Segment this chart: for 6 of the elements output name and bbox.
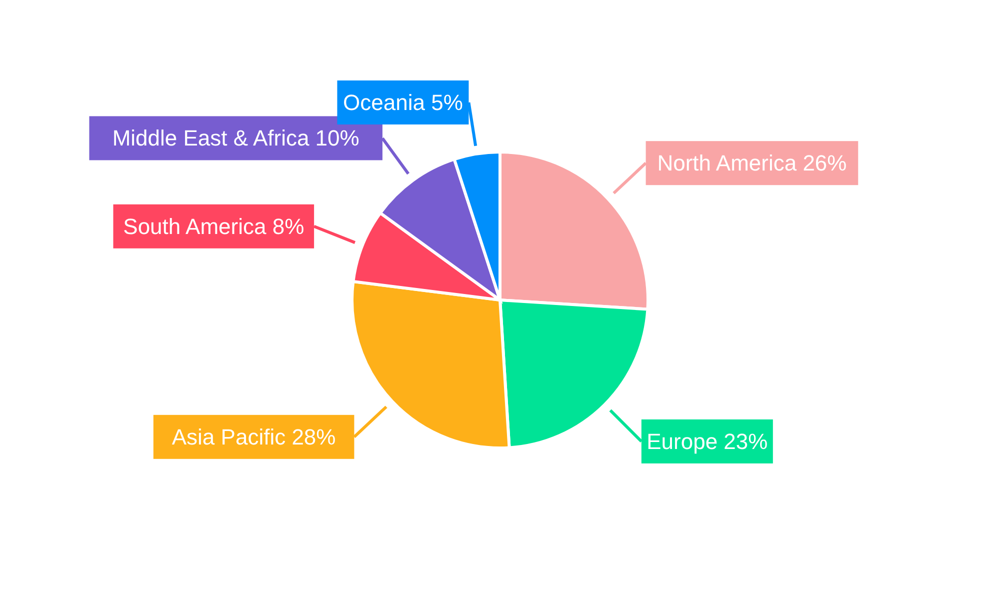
slice-label: Asia Pacific 28% <box>172 424 336 450</box>
slice-label: South America 8% <box>123 214 304 239</box>
slice-label: Middle East & Africa 10% <box>112 126 360 151</box>
slice-label: Europe 23% <box>646 428 768 454</box>
slice-label: Oceania 5% <box>343 90 463 115</box>
slice-label: North America 26% <box>657 150 847 176</box>
